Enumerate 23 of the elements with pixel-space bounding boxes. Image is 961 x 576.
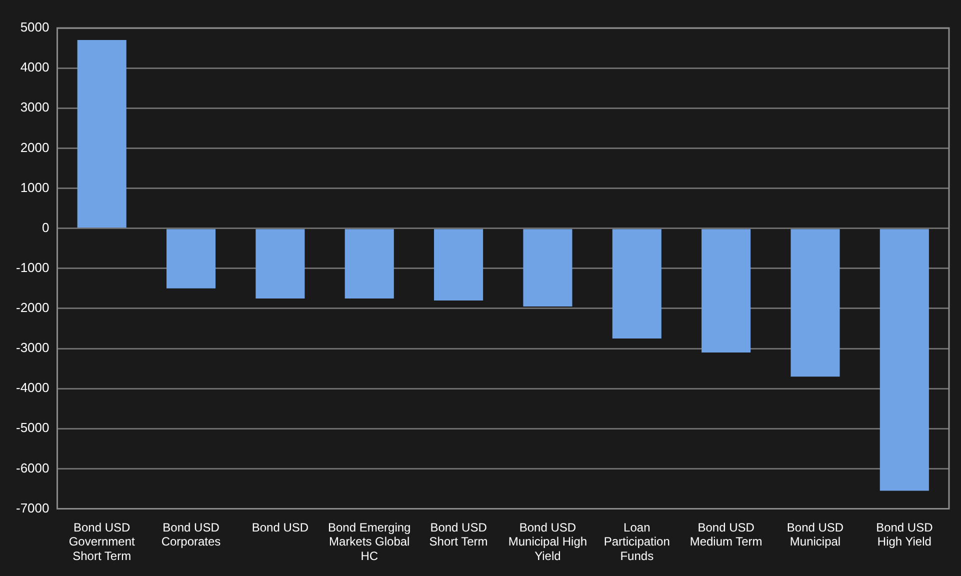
y-tick-label: 3000 xyxy=(20,100,50,115)
y-tick-label: -2000 xyxy=(16,300,50,316)
y-tick-label: 2000 xyxy=(20,140,50,155)
x-tick-label: Bond USD High Yield xyxy=(876,520,934,549)
y-tick-label: 1000 xyxy=(20,180,50,195)
x-tick-label: Bond USD xyxy=(252,520,309,534)
x-tick-label: Bond USD Government Short Term xyxy=(68,520,136,564)
x-tick-label: Bond USD Corporates xyxy=(161,520,221,549)
x-tick-label: Loan Participation Funds xyxy=(604,520,670,564)
x-tick-label: Bond USD Short Term xyxy=(429,520,488,549)
y-tick-label: -3000 xyxy=(16,340,50,356)
x-tick-label: Bond USD Municipal xyxy=(786,520,844,549)
y-tick-label: 5000 xyxy=(20,20,50,35)
x-tick-label: Bond Emerging Markets Global HC xyxy=(328,520,411,564)
y-tick-label: -5000 xyxy=(16,420,50,436)
y-tick-label: -6000 xyxy=(16,460,50,476)
y-tick-label: -4000 xyxy=(16,380,50,396)
y-tick-label: -1000 xyxy=(16,260,50,275)
y-tick-label: -7000 xyxy=(16,500,50,516)
x-tick-label: Bond USD Medium Term xyxy=(690,520,762,549)
x-tick-label: Bond USD Municipal High Yield xyxy=(508,520,588,564)
y-tick-label: 0 xyxy=(42,220,50,235)
y-tick-label: 4000 xyxy=(20,60,50,75)
